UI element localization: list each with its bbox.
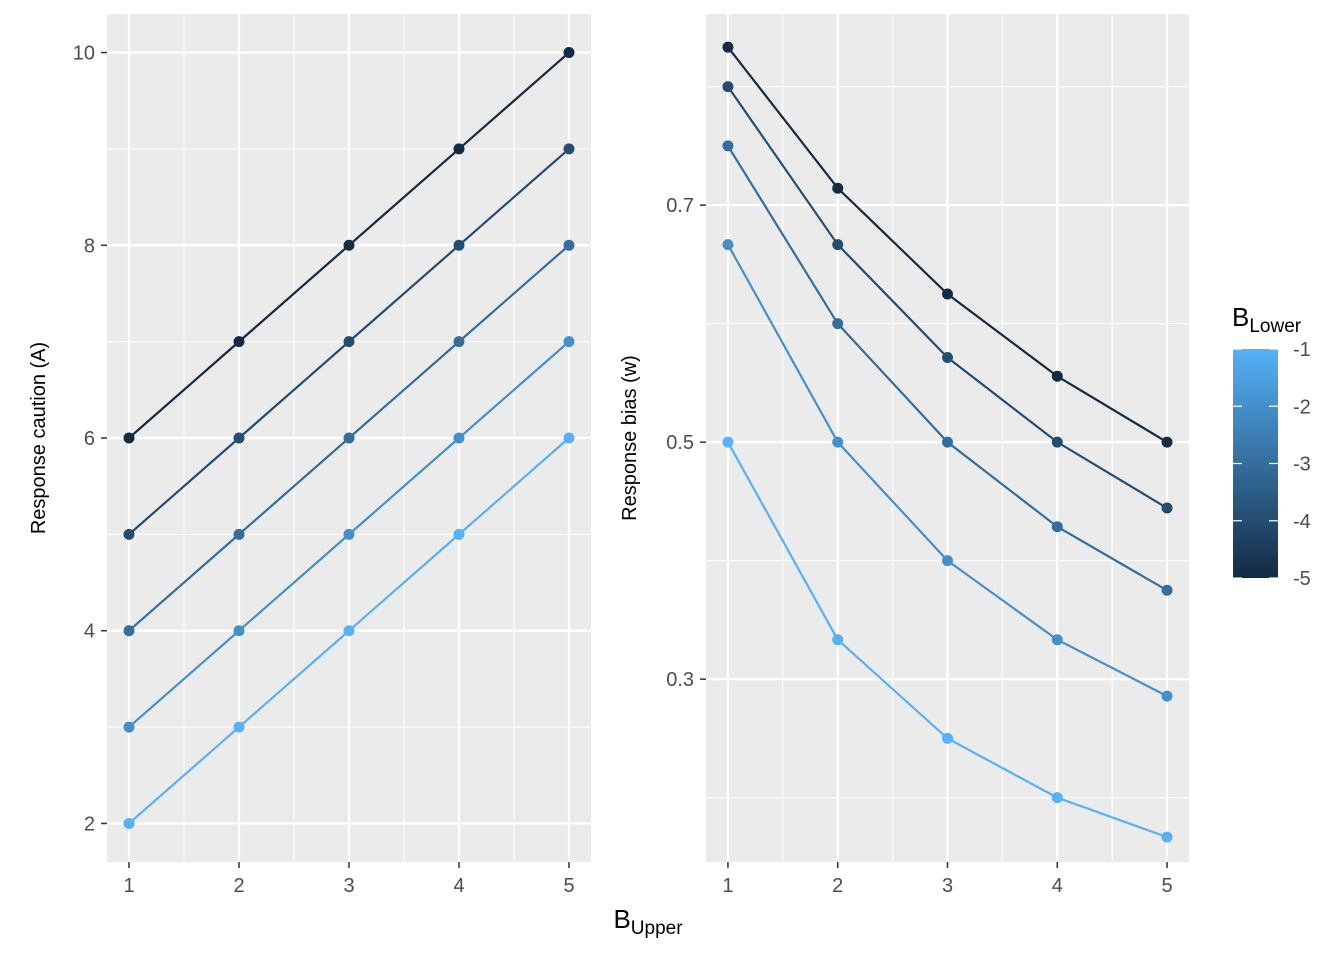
- x-tick-label: 1: [123, 875, 134, 897]
- data-point: [453, 239, 465, 251]
- data-point: [832, 318, 844, 330]
- data-point: [942, 352, 953, 364]
- legend-label: -3: [1293, 454, 1311, 476]
- data-point: [123, 625, 135, 637]
- data-point: [832, 182, 844, 194]
- x-axis-title: BUpper: [613, 904, 683, 939]
- data-point: [1161, 502, 1173, 514]
- data-point: [1051, 521, 1063, 533]
- data-point: [563, 143, 575, 155]
- y-tick-label: 6: [84, 428, 95, 450]
- data-point: [563, 239, 575, 251]
- data-point: [942, 288, 953, 300]
- y-tick-label: 4: [84, 621, 95, 643]
- legend-label: -4: [1293, 511, 1311, 533]
- y-axis-title: Response bias (w): [619, 355, 641, 521]
- x-tick-label: 1: [722, 875, 733, 897]
- data-point: [233, 432, 245, 444]
- x-tick-label: 2: [233, 875, 244, 897]
- data-point: [343, 239, 355, 251]
- data-point: [233, 721, 245, 733]
- data-point: [1161, 831, 1173, 843]
- data-point: [722, 41, 734, 53]
- data-point: [563, 47, 575, 59]
- data-point: [1161, 584, 1173, 596]
- data-point: [123, 432, 135, 444]
- data-point: [1051, 634, 1063, 646]
- data-point: [343, 625, 355, 637]
- y-tick-label: 0.3: [666, 669, 694, 691]
- data-point: [722, 140, 734, 152]
- data-point: [453, 432, 465, 444]
- x-tick-label: 4: [453, 875, 464, 897]
- data-point: [453, 336, 465, 348]
- x-tick-label: 3: [343, 875, 354, 897]
- data-point: [563, 336, 575, 348]
- legend-label: -2: [1293, 396, 1311, 418]
- data-point: [233, 336, 245, 348]
- data-point: [722, 81, 734, 93]
- data-point: [343, 336, 355, 348]
- data-point: [722, 436, 734, 448]
- data-point: [832, 436, 844, 448]
- data-point: [233, 625, 245, 637]
- data-point: [343, 432, 355, 444]
- data-point: [722, 239, 734, 251]
- data-point: [832, 634, 844, 646]
- data-point: [832, 239, 844, 251]
- legend-label: -5: [1293, 568, 1311, 590]
- y-tick-label: 0.7: [666, 195, 694, 217]
- x-tick-label: 3: [942, 875, 953, 897]
- data-point: [1051, 436, 1063, 448]
- data-point: [942, 436, 953, 448]
- data-point: [123, 528, 135, 540]
- panel-response-bias: 1 2 3 4 5 0.3 0.5 0.7 Response bias (w): [619, 14, 1189, 897]
- data-point: [453, 143, 465, 155]
- x-tick-label: 4: [1052, 875, 1063, 897]
- x-tick-label: 2: [832, 875, 843, 897]
- data-point: [123, 721, 135, 733]
- legend-title: BLower: [1232, 302, 1302, 337]
- data-point: [453, 528, 465, 540]
- data-point: [123, 817, 135, 829]
- y-tick-label: 10: [73, 43, 95, 65]
- y-tick-label: 8: [84, 235, 95, 257]
- data-point: [563, 432, 575, 444]
- x-tick-label: 5: [563, 875, 574, 897]
- x-tick-label: 5: [1161, 875, 1172, 897]
- color-legend: BLower -1 -2 -3 -4 -5: [1232, 302, 1311, 590]
- data-point: [233, 528, 245, 540]
- data-point: [1051, 370, 1063, 382]
- y-axis-title: Response caution (A): [28, 342, 50, 534]
- data-point: [1161, 690, 1173, 702]
- legend-label: -1: [1293, 339, 1311, 361]
- y-tick-label: 0.5: [666, 432, 694, 454]
- data-point: [1051, 792, 1063, 804]
- data-point: [942, 732, 953, 744]
- data-point: [942, 555, 953, 567]
- panel-response-caution: 1 2 3 4 5 2 4 6 8 10 Response caution (A): [28, 14, 591, 897]
- data-point: [1161, 436, 1173, 448]
- data-point: [343, 528, 355, 540]
- y-tick-label: 2: [84, 813, 95, 835]
